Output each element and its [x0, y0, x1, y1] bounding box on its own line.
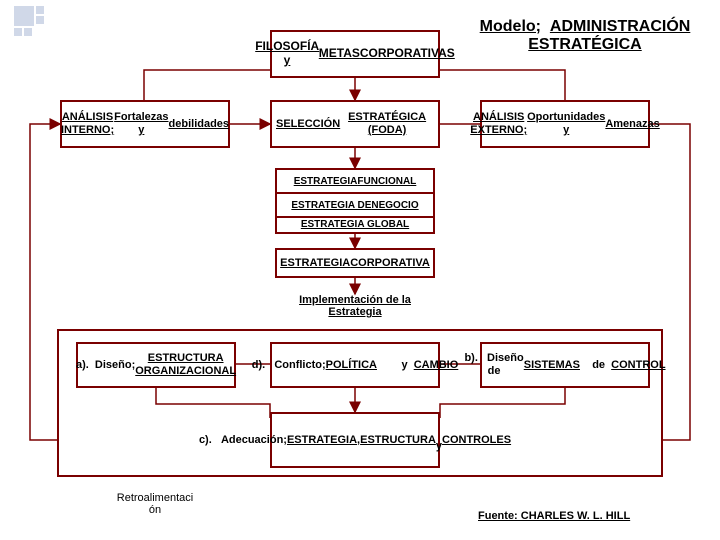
- box-conflicto: d). Conflicto;POLÍTICA y CAMBIO: [270, 342, 440, 388]
- diagram-title: Modelo; ADMINISTRACIÓNESTRATÉGICA: [470, 18, 700, 54]
- retroalimentacion-label: Retroalimentación: [100, 492, 210, 516]
- fuente-label: Fuente: CHARLES W. L. HILL: [478, 510, 630, 522]
- corner-deco: [14, 28, 22, 36]
- corner-deco: [36, 6, 44, 14]
- box-sistemas: b). Diseño deSISTEMAS de CONTROL: [480, 342, 650, 388]
- box-externo: ANÁLISIS EXTERNO;Oportunidades yAmenazas: [480, 100, 650, 148]
- corner-deco: [24, 28, 32, 36]
- box-global: ESTRATEGIA GLOBAL: [275, 216, 435, 234]
- box-diseno: a). Diseño;ESTRUCTURA ORGANIZACIONAL: [76, 342, 236, 388]
- box-adecuacion: c). Adecuación;ESTRATEGIA,ESTRUCTURAy CO…: [270, 412, 440, 468]
- box-interno: ANÁLISIS INTERNO;Fortalezas ydebilidades: [60, 100, 230, 148]
- box-corporativa: ESTRATEGIACORPORATIVA: [275, 248, 435, 278]
- corner-deco: [36, 16, 44, 24]
- section-header-implementacion: Implementación de la Estrategia: [280, 294, 430, 318]
- box-seleccion: SELECCIÓNESTRATÉGICA (FODA): [270, 100, 440, 148]
- box-filosofia: FILOSOFÍA yMETASCORPORATIVAS: [270, 30, 440, 78]
- corner-deco: [14, 6, 34, 26]
